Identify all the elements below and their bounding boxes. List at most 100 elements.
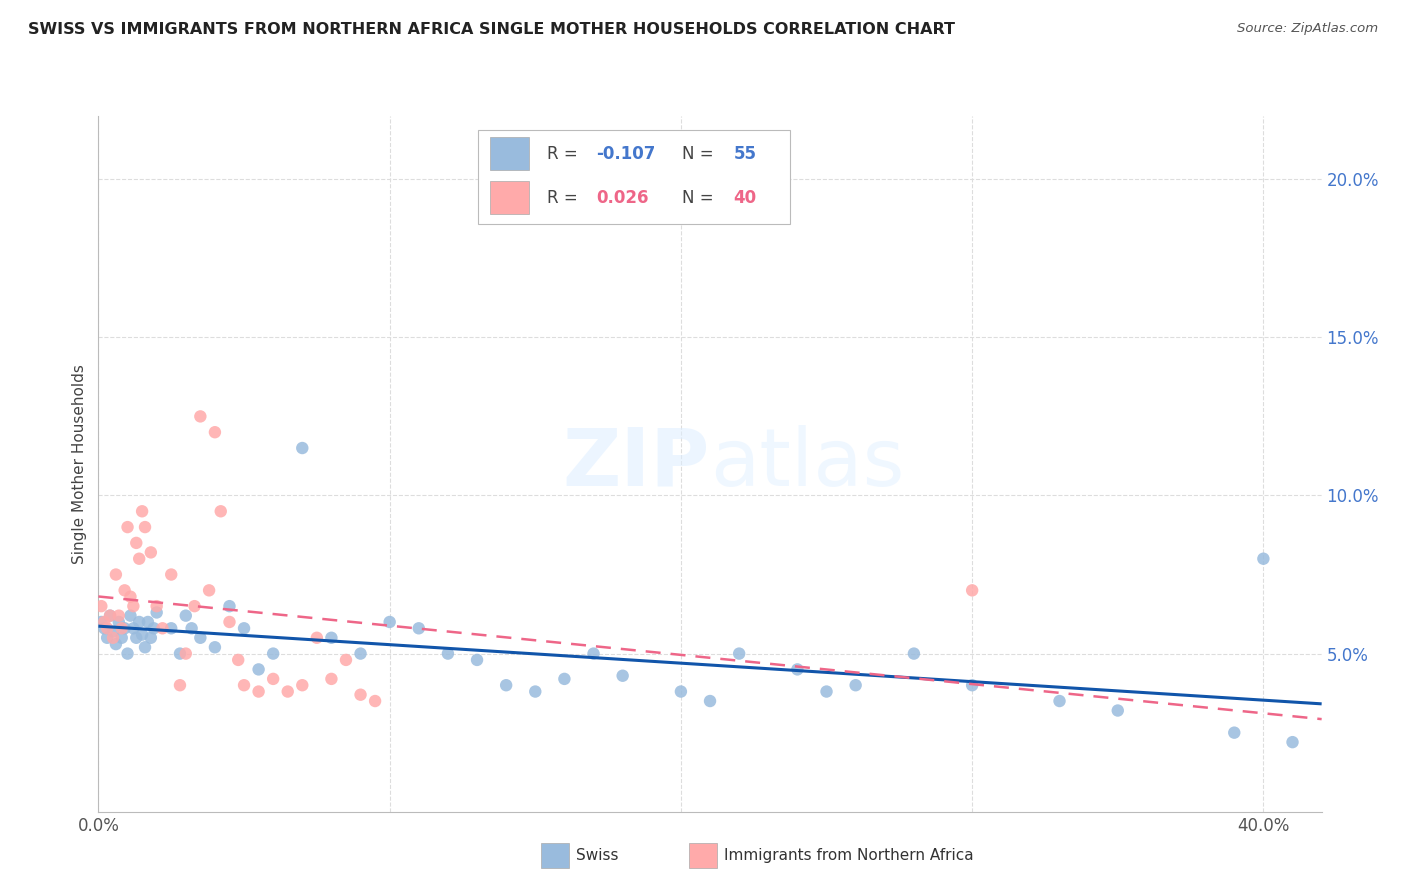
Point <box>111 631 134 645</box>
Point <box>108 615 131 629</box>
Point <box>204 425 226 440</box>
Point <box>183 599 205 614</box>
Point <box>262 672 284 686</box>
Point <box>139 631 162 645</box>
Point <box>174 608 197 623</box>
Point <box>378 615 401 629</box>
Point <box>612 669 634 683</box>
Point <box>1223 725 1246 739</box>
Point <box>122 599 145 614</box>
Text: atlas: atlas <box>710 425 904 503</box>
Point <box>98 608 121 623</box>
Text: 0.026: 0.026 <box>596 189 648 207</box>
Point <box>134 520 156 534</box>
Point <box>233 621 256 635</box>
Point <box>233 678 256 692</box>
Text: Swiss: Swiss <box>576 848 619 863</box>
Point <box>845 678 868 692</box>
Text: 40: 40 <box>734 189 756 207</box>
Point <box>1107 704 1129 718</box>
Point <box>960 678 983 692</box>
Point <box>218 599 240 614</box>
Text: SWISS VS IMMIGRANTS FROM NORTHERN AFRICA SINGLE MOTHER HOUSEHOLDS CORRELATION CH: SWISS VS IMMIGRANTS FROM NORTHERN AFRICA… <box>28 22 955 37</box>
Point <box>128 615 150 629</box>
Point <box>111 621 134 635</box>
Point <box>96 621 118 635</box>
Point <box>188 409 212 424</box>
Point <box>321 672 343 686</box>
Point <box>247 684 270 698</box>
Point <box>90 615 112 629</box>
Text: N =: N = <box>682 189 718 207</box>
Point <box>553 672 575 686</box>
Text: Source: ZipAtlas.com: Source: ZipAtlas.com <box>1237 22 1378 36</box>
Point <box>108 608 131 623</box>
Point <box>90 599 112 614</box>
Point <box>209 504 232 518</box>
Point <box>160 567 183 582</box>
Point <box>125 631 148 645</box>
Point <box>93 621 115 635</box>
Point <box>291 441 314 455</box>
Point <box>120 608 142 623</box>
Point <box>120 590 142 604</box>
Point <box>174 647 197 661</box>
Point <box>1253 551 1275 566</box>
Point <box>524 684 547 698</box>
Point <box>145 599 167 614</box>
Point <box>169 647 191 661</box>
Point <box>101 631 124 645</box>
Text: ZIP: ZIP <box>562 425 710 503</box>
Point <box>96 631 118 645</box>
Point <box>305 631 328 645</box>
Point <box>437 647 460 661</box>
Point <box>122 621 145 635</box>
Point <box>1281 735 1303 749</box>
Point <box>495 678 517 692</box>
Point <box>134 640 156 655</box>
Point <box>104 567 127 582</box>
Text: N =: N = <box>682 145 718 162</box>
Text: Immigrants from Northern Africa: Immigrants from Northern Africa <box>724 848 974 863</box>
Point <box>321 631 343 645</box>
Point <box>136 615 159 629</box>
Point <box>169 678 191 692</box>
Point <box>117 520 139 534</box>
Point <box>728 647 751 661</box>
Point <box>349 647 371 661</box>
Text: R =: R = <box>547 145 583 162</box>
Text: -0.107: -0.107 <box>596 145 655 162</box>
Point <box>131 504 153 518</box>
Point <box>786 662 808 676</box>
Point <box>960 583 983 598</box>
Point <box>114 583 136 598</box>
Point <box>699 694 721 708</box>
Point <box>188 631 212 645</box>
Point <box>125 536 148 550</box>
Point <box>669 684 692 698</box>
Point <box>247 662 270 676</box>
Point <box>218 615 240 629</box>
Point <box>291 678 314 692</box>
Point <box>465 653 488 667</box>
Text: R =: R = <box>547 189 589 207</box>
Point <box>145 606 167 620</box>
Point <box>277 684 299 698</box>
Point <box>408 621 430 635</box>
Point <box>226 653 249 667</box>
Point <box>815 684 838 698</box>
Point <box>349 688 371 702</box>
Point <box>98 608 121 623</box>
Point <box>93 615 115 629</box>
Point <box>152 621 174 635</box>
Point <box>128 551 150 566</box>
Point <box>142 621 165 635</box>
Point <box>101 624 124 639</box>
FancyBboxPatch shape <box>478 130 790 224</box>
Y-axis label: Single Mother Households: Single Mother Households <box>72 364 87 564</box>
Point <box>160 621 183 635</box>
Point <box>364 694 387 708</box>
Point <box>903 647 925 661</box>
Point <box>117 647 139 661</box>
Point <box>582 647 605 661</box>
